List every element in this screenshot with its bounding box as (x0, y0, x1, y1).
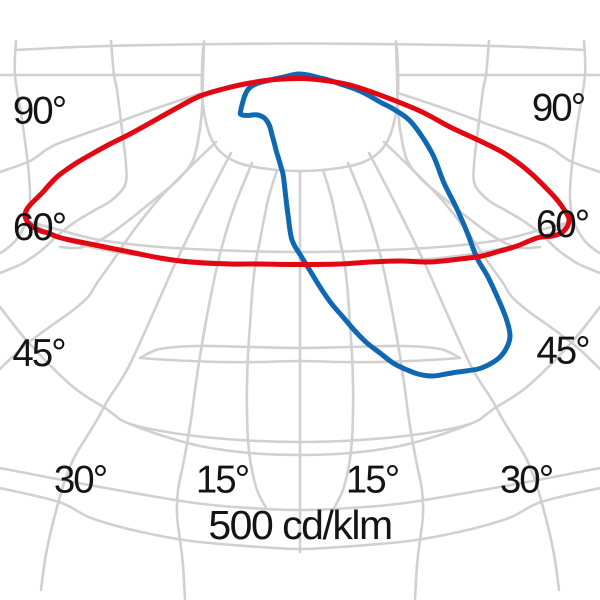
svg-text:90°: 90° (532, 87, 585, 130)
svg-text:60°: 60° (536, 203, 589, 246)
svg-text:45°: 45° (12, 332, 65, 375)
svg-text:15°: 15° (196, 459, 249, 502)
svg-text:15°: 15° (346, 459, 399, 502)
svg-text:90°: 90° (13, 90, 66, 133)
svg-text:30°: 30° (500, 459, 553, 502)
svg-text:500 cd/klm: 500 cd/klm (208, 502, 391, 548)
svg-text:60°: 60° (13, 206, 66, 249)
svg-text:45°: 45° (536, 330, 589, 373)
svg-text:30°: 30° (54, 459, 107, 502)
